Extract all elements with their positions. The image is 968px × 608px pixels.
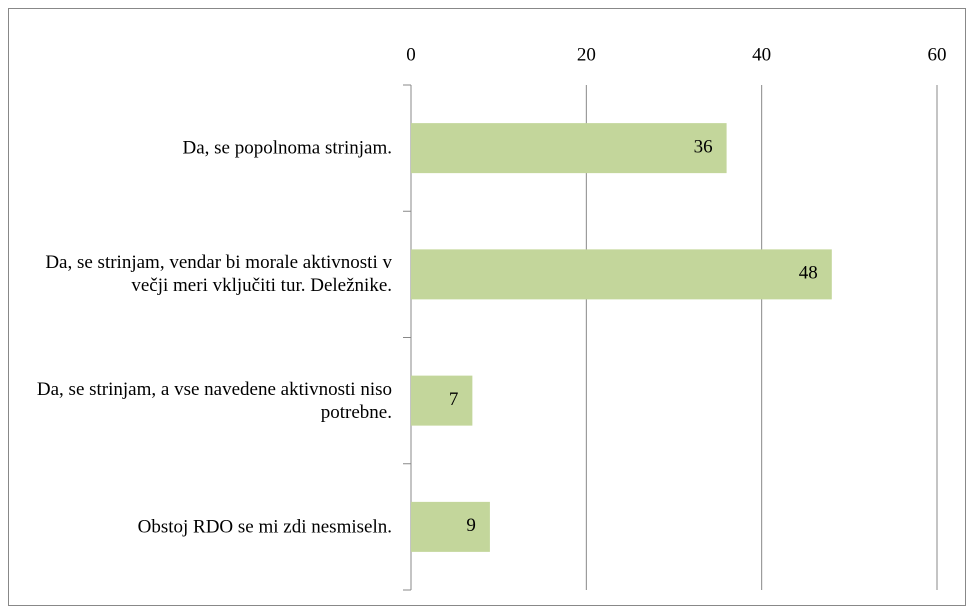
x-tick-label: 60: [928, 44, 947, 65]
x-tick-label: 20: [577, 44, 596, 65]
value-label: 7: [449, 389, 459, 410]
chart-border: [8, 8, 966, 606]
bar: [411, 123, 727, 174]
x-tick-label: 0: [406, 44, 416, 65]
y-tick-label: Da, se strinjam, a vse navedene aktivnos…: [36, 378, 392, 423]
value-label: 36: [694, 136, 713, 157]
bar: [411, 249, 832, 300]
x-tick-label: 40: [752, 44, 771, 65]
value-label: 9: [466, 515, 476, 536]
y-tick-label: Da, se popolnoma strinjam.: [182, 137, 393, 159]
y-tick-label: Da, se strinjam, vendar bi morale aktivn…: [45, 252, 392, 297]
bar: [411, 501, 490, 552]
bar: [411, 375, 473, 426]
y-tick-label: Obstoj RDO se mi zdi nesmiseln.: [137, 516, 392, 538]
value-label: 48: [799, 263, 818, 284]
